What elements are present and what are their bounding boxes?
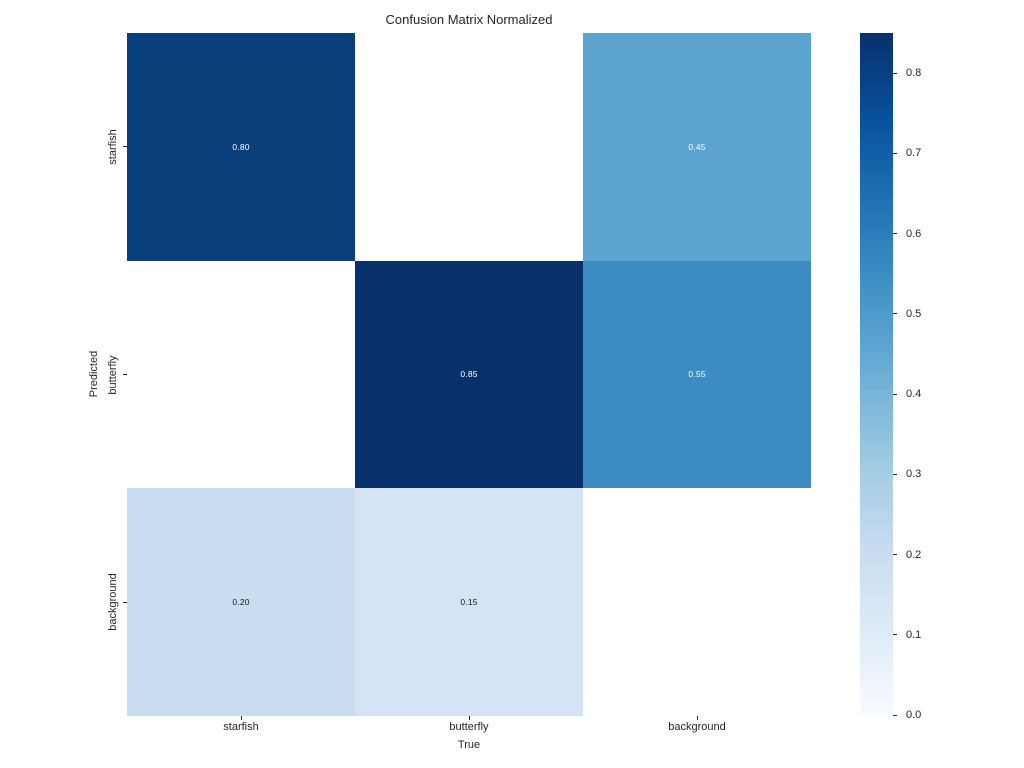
heatmap-cell: 0.45 bbox=[583, 33, 811, 261]
x-tick-label: starfish bbox=[223, 721, 259, 733]
heatmap-cell: 0.55 bbox=[583, 260, 811, 489]
colorbar-tick-mark bbox=[893, 313, 897, 315]
heatmap-cell: 0.20 bbox=[127, 488, 355, 716]
y-tick-label: butterfly bbox=[107, 354, 119, 395]
heatmap-cell: 0.15 bbox=[355, 488, 583, 716]
colorbar-tick-mark bbox=[893, 152, 897, 154]
heatmap-cell bbox=[355, 33, 583, 261]
cell-value: 0.45 bbox=[688, 141, 706, 152]
cell-value: 0.20 bbox=[232, 597, 250, 608]
heatmap-cell bbox=[583, 488, 811, 716]
colorbar-tick-label: 0.2 bbox=[906, 548, 922, 561]
chart-title: Confusion Matrix Normalized bbox=[385, 12, 553, 27]
cell-value: 0.85 bbox=[460, 369, 478, 380]
x-tick-mark bbox=[240, 716, 242, 720]
colorbar-tick-label: 0.1 bbox=[906, 628, 922, 641]
colorbar bbox=[860, 33, 893, 715]
y-axis-label: Predicted bbox=[88, 350, 100, 398]
colorbar-tick-mark bbox=[893, 72, 897, 74]
cell-value: 0.55 bbox=[688, 369, 706, 380]
y-tick-label: starfish bbox=[107, 129, 119, 165]
colorbar-tick-label: 0.6 bbox=[906, 227, 922, 240]
heatmap-cell: 0.85 bbox=[355, 260, 583, 489]
x-tick-label: butterfly bbox=[449, 721, 489, 733]
x-tick-mark bbox=[468, 716, 470, 720]
colorbar-tick-label: 0.5 bbox=[906, 307, 922, 320]
y-tick-mark bbox=[123, 601, 127, 603]
colorbar-tick-label: 0.7 bbox=[906, 147, 922, 160]
heatmap-cell bbox=[127, 260, 355, 489]
x-tick-label: background bbox=[668, 721, 726, 733]
cell-value: 0.15 bbox=[460, 597, 478, 608]
x-axis-label: True bbox=[457, 739, 481, 751]
heatmap-grid: 0.80 0.45 0.85 0.55 0.20 0.15 bbox=[127, 33, 811, 716]
colorbar-tick-label: 0.0 bbox=[906, 709, 922, 721]
colorbar-tick-mark bbox=[893, 554, 897, 556]
colorbar-tick-mark bbox=[893, 714, 897, 716]
cell-value: 0.80 bbox=[232, 141, 250, 152]
colorbar-tick-label: 0.3 bbox=[906, 468, 922, 481]
y-tick-label: background bbox=[107, 573, 119, 631]
y-tick-mark bbox=[123, 146, 127, 148]
colorbar-tick-mark bbox=[893, 634, 897, 636]
colorbar-tick-label: 0.8 bbox=[906, 67, 922, 80]
colorbar-tick-label: 0.4 bbox=[906, 388, 922, 401]
x-tick-mark bbox=[696, 716, 698, 720]
colorbar-tick-mark bbox=[893, 473, 897, 475]
colorbar-tick-mark bbox=[893, 393, 897, 395]
colorbar-tick-mark bbox=[893, 233, 897, 235]
heatmap-cell: 0.80 bbox=[127, 33, 355, 261]
y-tick-mark bbox=[123, 374, 127, 375]
